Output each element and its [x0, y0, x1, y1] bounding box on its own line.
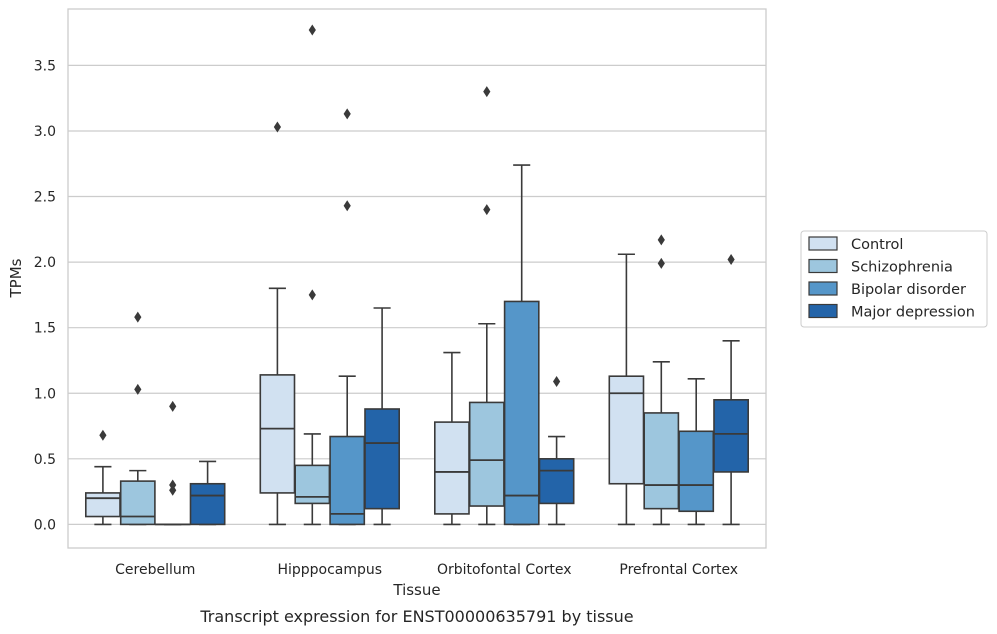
x-tick-label: Hipppocampus: [277, 562, 382, 578]
box: [189, 482, 226, 526]
y-tick-label: 1.5: [34, 321, 56, 337]
box: [329, 435, 366, 526]
outlier-point: [99, 429, 107, 441]
y-tick-label: 3.5: [34, 58, 56, 74]
y-tick-label: 1.0: [34, 386, 56, 402]
box: [468, 401, 505, 507]
box: [678, 430, 715, 513]
box-group: [154, 400, 191, 526]
chart-caption: Transcript expression for ENST0000063579…: [199, 607, 633, 626]
box-group: [189, 460, 226, 526]
outlier-point: [553, 375, 561, 387]
box-group: [119, 311, 156, 526]
box: [503, 300, 540, 526]
outlier-point: [483, 204, 491, 216]
box-group: [503, 164, 540, 526]
y-tick-label: 2.0: [34, 255, 56, 271]
legend-label: Major depression: [851, 305, 975, 321]
box: [259, 374, 296, 494]
outlier-point: [134, 383, 142, 395]
y-tick-label: 0.5: [34, 452, 56, 468]
box-group: [538, 375, 575, 526]
legend-swatch: [808, 281, 838, 296]
box: [713, 399, 750, 473]
boxes: [84, 24, 750, 526]
outlier-point: [657, 234, 665, 246]
outlier-point: [343, 200, 351, 212]
box-group: [364, 307, 401, 526]
outlier-point: [273, 121, 281, 133]
box-group: [84, 429, 121, 526]
legend-swatch: [808, 236, 838, 251]
legend-label: Bipolar disorder: [851, 282, 966, 298]
y-tick-label: 3.0: [34, 124, 56, 140]
legend-swatch: [808, 303, 838, 319]
y-axis-label: TPMs: [7, 258, 25, 298]
legend-frame: [800, 230, 988, 328]
outlier-point: [134, 311, 142, 323]
box-group: [259, 121, 296, 526]
box-group: [433, 351, 470, 526]
box-group: [713, 253, 750, 526]
outlier-point: [169, 479, 177, 491]
legend-label: Schizophrenia: [851, 260, 953, 276]
x-tick-label: Orbitofontal Cortex: [437, 562, 572, 578]
legend-swatch: [808, 258, 838, 274]
x-axis-label: Tissue: [392, 581, 440, 599]
y-tick-label: 2.5: [34, 190, 56, 206]
box: [433, 421, 470, 515]
box-group: [608, 253, 645, 526]
outlier-point: [343, 108, 351, 120]
plot-frame: [67, 8, 767, 549]
box: [538, 458, 575, 505]
outlier-point: [308, 24, 316, 36]
x-tick-labels: Cerebellum Hipppocampus Orbitofontal Corte…: [115, 562, 738, 578]
gridlines: [68, 64, 766, 525]
legend: Control Schizophrenia Bipolar disorder Majo…: [800, 230, 988, 328]
x-tick-label: Prefrontal Cortex: [619, 562, 738, 578]
legend-label: Control: [851, 237, 903, 253]
box-group: [294, 24, 331, 526]
box: [608, 375, 645, 485]
outlier-point: [308, 289, 316, 301]
outlier-point: [727, 253, 735, 265]
box: [364, 408, 401, 510]
outlier-point: [169, 400, 177, 412]
y-tick-label: 0.0: [34, 517, 56, 533]
box-group: [678, 378, 715, 526]
box: [119, 480, 156, 526]
box-group: [643, 234, 680, 526]
box: [643, 412, 680, 510]
box-group: [329, 108, 366, 526]
outlier-point: [483, 86, 491, 98]
box-group: [468, 86, 505, 526]
x-tick-label: Cerebellum: [115, 562, 195, 578]
outlier-point: [657, 257, 665, 269]
y-tick-labels: 0.0 0.5 1.0 1.5 2.0 2.5 3.0 3.5: [34, 58, 56, 533]
box: [84, 492, 121, 518]
